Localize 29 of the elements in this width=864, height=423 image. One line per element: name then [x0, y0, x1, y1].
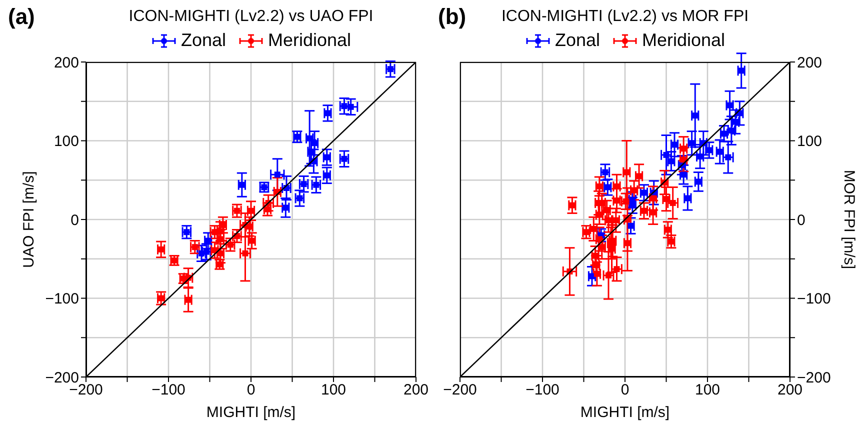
x-tick-label: 0 — [246, 382, 256, 399]
y2-tick-label: 200 — [797, 54, 822, 72]
x-tick-label: −200 — [443, 382, 477, 399]
x-tick-label: −100 — [152, 382, 186, 399]
x-tick-label: 0 — [620, 382, 630, 399]
y2-tick-label: 100 — [797, 133, 822, 150]
x-tick-label: −100 — [526, 382, 560, 399]
x-tick-label: 200 — [403, 382, 429, 399]
text: (a) — [8, 4, 35, 30]
x-axis-title: MIGHTI [m/s] — [206, 404, 296, 421]
x-tick-label: 200 — [777, 382, 803, 399]
y-tick-label: −100 — [45, 290, 79, 308]
x-tick-label: 100 — [320, 382, 346, 399]
text: (b) — [438, 4, 466, 30]
y-tick-label: 0 — [70, 212, 79, 229]
y-axis-title: UAO FPI [m/s] — [20, 171, 38, 268]
legend-label: Zonal — [180, 30, 226, 51]
y2-tick-label: 0 — [797, 212, 806, 229]
x-tick-label: 100 — [694, 382, 720, 399]
legend-label: Meridional — [642, 30, 726, 51]
x-axis-title: MIGHTI [m/s] — [580, 404, 670, 421]
y2-axis-title: MOR FPI [m/s] — [840, 170, 858, 270]
y2-tick-label: −100 — [797, 290, 831, 308]
chart-title: ICON-MIGHTI (Lv2.2) vs MOR FPI — [501, 8, 749, 25]
chart-title: ICON-MIGHTI (Lv2.2) vs UAO FPI — [128, 8, 374, 25]
legend-label: Zonal — [554, 30, 600, 51]
legend-label: Meridional — [268, 30, 352, 51]
y-tick-label: 100 — [54, 133, 79, 150]
y-tick-label: 200 — [54, 54, 79, 72]
